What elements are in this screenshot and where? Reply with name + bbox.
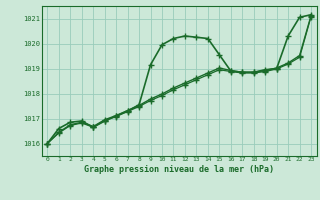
X-axis label: Graphe pression niveau de la mer (hPa): Graphe pression niveau de la mer (hPa) xyxy=(84,165,274,174)
